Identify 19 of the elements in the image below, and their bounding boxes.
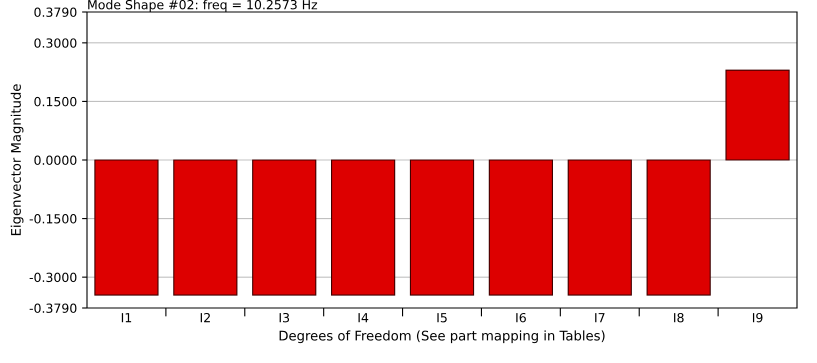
x-tick-label: I6	[516, 312, 526, 322]
x-tick-label: I1	[122, 313, 132, 322]
y-tick-label: -0.1500	[30, 214, 76, 224]
y-tick-label: 0.0000	[34, 155, 76, 165]
x-tick-label: I2	[200, 312, 210, 322]
x-tick-label: I9	[752, 312, 762, 322]
y-tick-label: -0.3000	[30, 272, 76, 282]
x-tick-label: I8	[674, 312, 684, 322]
x-tick-label: I3	[280, 312, 290, 322]
y-axis-title: Eigenvector Magnitude	[10, 84, 24, 236]
chart-title: Mode Shape #02: freq = 10.2573 Hz	[88, 0, 318, 12]
x-tick-label: I5	[437, 313, 447, 322]
y-tick-label: 0.1500	[34, 96, 76, 106]
y-tick-label: 0.3000	[34, 38, 76, 48]
y-tick-label: 0.3790	[34, 7, 76, 17]
x-axis-title: Degrees of Freedom (See part mapping in Tables)	[280, 330, 605, 344]
x-tick-label: I7	[595, 313, 605, 322]
y-tick-label: -0.3790	[30, 303, 76, 313]
x-tick-label: I4	[358, 313, 368, 322]
